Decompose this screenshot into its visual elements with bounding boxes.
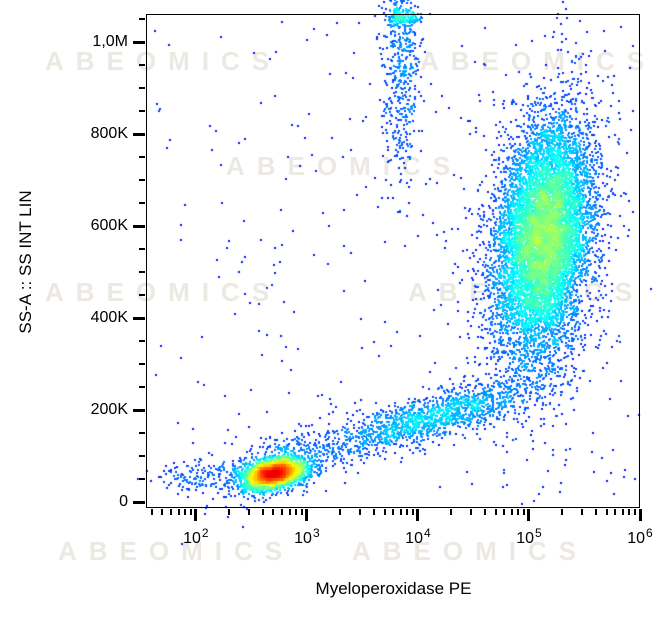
y-minor-tick bbox=[139, 110, 145, 113]
y-tick-label: 400K bbox=[90, 309, 128, 327]
y-minor-tick bbox=[139, 248, 145, 251]
x-minor-tick bbox=[614, 509, 617, 515]
y-tick-label: 0 bbox=[119, 493, 128, 511]
x-minor-tick bbox=[281, 509, 284, 515]
x-minor-tick bbox=[177, 509, 180, 515]
y-minor-tick bbox=[139, 386, 145, 389]
x-minor-tick bbox=[594, 509, 597, 515]
y-major-tick bbox=[133, 408, 145, 412]
x-minor-tick bbox=[411, 509, 414, 515]
x-minor-tick bbox=[272, 509, 275, 515]
x-minor-tick bbox=[633, 509, 636, 515]
x-minor-tick bbox=[184, 509, 187, 515]
y-major-tick bbox=[133, 500, 145, 504]
x-minor-tick bbox=[483, 509, 486, 515]
x-minor-tick bbox=[494, 509, 497, 515]
x-tick-label: 102 bbox=[183, 526, 209, 547]
x-minor-tick bbox=[392, 509, 395, 515]
x-minor-tick bbox=[358, 509, 361, 515]
y-minor-tick bbox=[139, 432, 145, 435]
y-minor-tick bbox=[139, 156, 145, 159]
x-major-tick bbox=[194, 509, 198, 521]
x-major-tick bbox=[527, 509, 531, 521]
x-minor-tick bbox=[580, 509, 583, 515]
y-major-tick bbox=[133, 132, 145, 136]
x-minor-tick bbox=[406, 509, 409, 515]
x-minor-tick bbox=[372, 509, 375, 515]
y-minor-tick bbox=[139, 179, 145, 182]
x-minor-tick bbox=[605, 509, 608, 515]
y-minor-tick bbox=[139, 64, 145, 67]
x-major-tick bbox=[305, 509, 309, 521]
y-tick-label: 200K bbox=[90, 401, 128, 419]
x-minor-tick bbox=[517, 509, 520, 515]
x-minor-tick bbox=[150, 509, 153, 515]
x-minor-tick bbox=[247, 509, 250, 515]
x-minor-tick bbox=[300, 509, 303, 515]
x-minor-tick bbox=[161, 509, 164, 515]
x-minor-tick bbox=[628, 509, 631, 515]
y-major-tick bbox=[133, 224, 145, 228]
x-minor-tick bbox=[510, 509, 513, 515]
y-minor-tick bbox=[139, 18, 145, 21]
y-minor-tick bbox=[139, 340, 145, 343]
x-minor-tick bbox=[383, 509, 386, 515]
x-minor-tick bbox=[189, 509, 192, 515]
x-tick-label: 106 bbox=[627, 526, 653, 547]
y-tick-label: 600K bbox=[90, 217, 128, 235]
x-minor-tick bbox=[288, 509, 291, 515]
x-minor-tick bbox=[339, 509, 342, 515]
x-minor-tick bbox=[621, 509, 624, 515]
x-tick-label: 104 bbox=[405, 526, 431, 547]
x-tick-label: 103 bbox=[294, 526, 320, 547]
x-minor-tick bbox=[522, 509, 525, 515]
y-minor-tick bbox=[139, 478, 145, 481]
x-minor-tick bbox=[503, 509, 506, 515]
x-minor-tick bbox=[469, 509, 472, 515]
x-tick-label: 105 bbox=[516, 526, 542, 547]
x-minor-tick bbox=[450, 509, 453, 515]
y-minor-tick bbox=[139, 294, 145, 297]
x-axis-title: Myeloperoxidase PE bbox=[315, 579, 472, 598]
x-minor-tick bbox=[170, 509, 173, 515]
y-major-tick bbox=[133, 316, 145, 320]
x-minor-tick bbox=[261, 509, 264, 515]
y-major-tick bbox=[133, 40, 145, 44]
y-minor-tick bbox=[139, 455, 145, 458]
x-minor-tick bbox=[561, 509, 564, 515]
y-tick-label: 1,0M bbox=[92, 33, 128, 51]
x-minor-tick bbox=[228, 509, 231, 515]
y-minor-tick bbox=[139, 87, 145, 90]
x-minor-tick bbox=[399, 509, 402, 515]
y-tick-label: 800K bbox=[90, 125, 128, 143]
x-major-tick bbox=[416, 509, 420, 521]
y-minor-tick bbox=[139, 271, 145, 274]
y-minor-tick bbox=[139, 363, 145, 366]
x-major-tick bbox=[638, 509, 642, 521]
y-axis-title: SS-A :: SS INT LIN bbox=[16, 190, 35, 334]
y-minor-tick bbox=[139, 202, 145, 205]
x-minor-tick bbox=[295, 509, 298, 515]
